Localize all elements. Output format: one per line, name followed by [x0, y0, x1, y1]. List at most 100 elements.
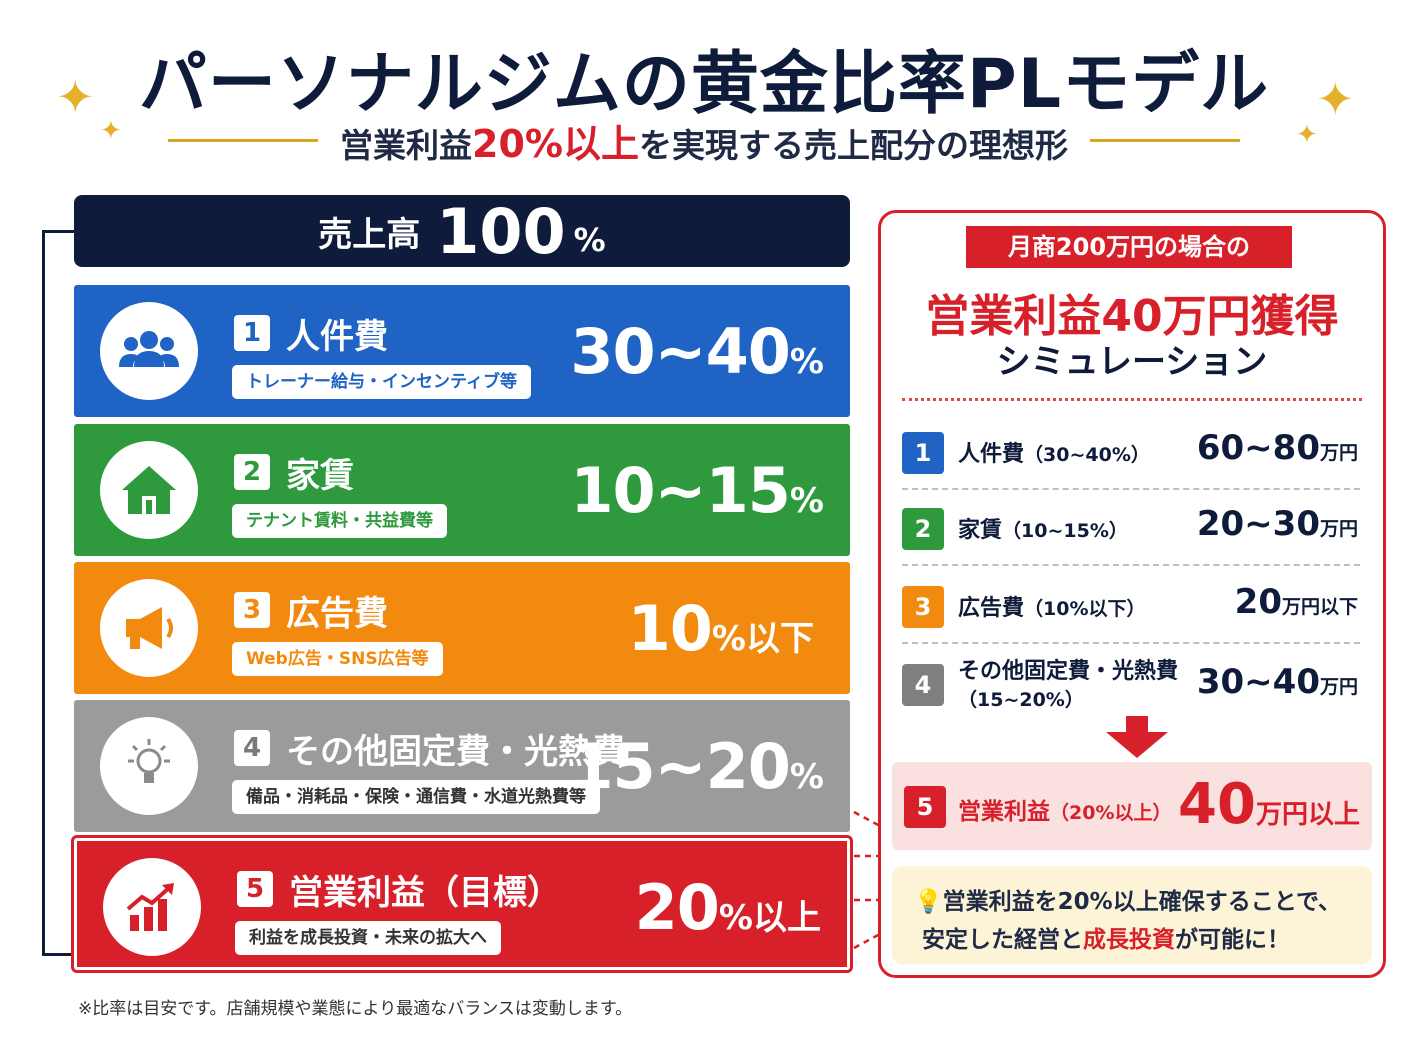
percentage-unit: %	[789, 757, 824, 797]
subtitle: 営業利益20%以上を実現する売上配分の理想形	[340, 113, 1068, 168]
block-percentage: 10~15%	[570, 454, 824, 527]
row-ratio: （10%以下）	[1024, 598, 1146, 620]
row-value: 60~80万円	[1197, 428, 1358, 468]
block-name: 営業利益（目標）	[289, 873, 561, 913]
note-line-2-pre: 安定した経営と	[922, 927, 1083, 953]
row-label-text: 人件費	[958, 442, 1025, 467]
row-label: 広告費（10%以下）	[958, 590, 1146, 622]
panel-badge: 月商200万円の場合の	[966, 226, 1292, 268]
row-ratio: （10~15%）	[1002, 520, 1128, 542]
block-percentage: 10%以下	[628, 592, 814, 665]
subtitle-row: 営業利益20%以上を実現する売上配分の理想形	[0, 116, 1408, 166]
subtitle-post: を実現する売上配分の理想形	[638, 125, 1068, 165]
divider	[902, 398, 1362, 401]
icon-circle	[103, 858, 201, 956]
block-tag: 利益を成長投資・未来の拡大へ	[235, 921, 501, 955]
house-icon	[122, 466, 176, 514]
sparkle-icon: ✦	[56, 70, 95, 124]
cost-block-personnel: 1 人件費 トレーナー給与・インセンティブ等 30~40%	[74, 285, 850, 417]
block-number: 3	[234, 592, 270, 628]
profit-value-number: 40	[1178, 772, 1256, 837]
subtitle-highlight: 20%以上	[472, 121, 639, 166]
row-label-text: 広告費	[958, 596, 1025, 621]
row-number: 1	[902, 432, 944, 474]
icon-circle	[100, 441, 198, 539]
down-arrow-icon	[1106, 716, 1168, 758]
row-value-number: 20~30	[1196, 504, 1320, 544]
profit-label-text: 営業利益	[958, 799, 1050, 825]
divider	[1089, 138, 1240, 142]
sales-label: 売上高	[318, 214, 421, 255]
cost-block-rent: 2 家賃 テナント賃料・共益費等 10~15%	[74, 424, 850, 556]
block-number: 2	[234, 454, 270, 490]
people-icon	[119, 331, 179, 367]
icon-circle	[100, 579, 198, 677]
row-ratio: （30~40%）	[1024, 444, 1150, 466]
simulation-row: 2 家賃（10~15%） 20~30万円	[902, 490, 1360, 566]
block-tag: Web広告・SNS広告等	[232, 642, 443, 676]
sales-header: 売上高 100 %	[74, 194, 850, 268]
row-value: 20~30万円	[1197, 504, 1358, 544]
note-line-1: 💡営業利益を20%以上確保することで、	[914, 882, 1341, 916]
sales-value: 100	[436, 194, 566, 268]
block-percentage: 15~20%	[570, 730, 824, 803]
megaphone-icon	[126, 607, 173, 649]
block-number: 1	[234, 315, 270, 351]
block-percentage: 30~40%	[570, 315, 824, 388]
sparkle-icon: ✦	[1316, 72, 1355, 126]
simulation-row: 3 広告費（10%以下） 20万円以下	[902, 568, 1360, 644]
divider	[168, 138, 319, 142]
profit-ratio: （20%以上）	[1050, 802, 1172, 824]
profit-label: 営業利益（20%以上）	[958, 792, 1171, 826]
icon-circle	[100, 302, 198, 400]
row-label-text: その他固定費・光熱費	[958, 659, 1179, 684]
percentage-value: 10	[627, 592, 713, 665]
row-value: 30~40万円	[1197, 662, 1358, 702]
row-number: 3	[902, 586, 944, 628]
panel-subtitle: シミュレーション	[996, 342, 1268, 382]
row-separator	[902, 564, 1360, 566]
sales-unit: %	[573, 221, 606, 259]
sparkle-icon: ✦	[100, 116, 122, 146]
percentage-unit: %	[789, 342, 824, 382]
row-value-number: 30~40	[1196, 662, 1320, 702]
block-tag: 備品・消耗品・保険・通信費・水道光熱費等	[232, 780, 600, 814]
row-value-unit: 万円以下	[1281, 596, 1358, 618]
note-line-2-highlight: 成長投資	[1083, 927, 1175, 953]
percentage-unit: %以下	[711, 619, 814, 659]
row-separator	[902, 488, 1360, 490]
percentage-value: 30~40	[570, 315, 791, 388]
row-label: 人件費（30~40%）	[958, 436, 1150, 468]
icon-circle	[100, 717, 198, 815]
note-line-2-post: が可能に！	[1175, 927, 1290, 953]
row-value-number: 60~80	[1196, 428, 1320, 468]
row-number: 2	[902, 508, 944, 550]
cost-block-fixed-costs: 4 その他固定費・光熱費 備品・消耗品・保険・通信費・水道光熱費等 15~20%	[74, 700, 850, 832]
profit-block: 5 営業利益（目標） 利益を成長投資・未来の拡大へ 20%以上	[74, 838, 850, 970]
block-percentage: 20%以上	[635, 871, 821, 944]
percentage-unit: %	[789, 481, 824, 521]
total-bracket	[42, 230, 76, 956]
percentage-value: 20	[634, 871, 720, 944]
simulation-row: 1 人件費（30~40%） 60~80万円	[902, 414, 1360, 490]
cost-block-advertising: 3 広告費 Web広告・SNS広告等 10%以下	[74, 562, 850, 694]
sparkle-icon: ✦	[1296, 120, 1318, 150]
block-number: 4	[234, 730, 270, 766]
row-value: 20万円以下	[1235, 582, 1358, 622]
row-label-text: 家賃	[958, 518, 1003, 543]
row-label: その他固定費・光熱費 （15~20%）	[958, 658, 1178, 714]
row-separator	[902, 642, 1360, 644]
profit-result: 5 営業利益（20%以上） 40万円以上	[892, 762, 1372, 850]
simulation-panel	[878, 210, 1386, 978]
panel-headline: 営業利益40万円獲得	[925, 291, 1339, 342]
row-number: 4	[902, 664, 944, 706]
row-value-unit: 万円	[1319, 442, 1358, 464]
row-value-unit: 万円	[1319, 676, 1358, 698]
note-line-2: 安定した経営と成長投資が可能に！	[922, 920, 1290, 954]
row-ratio: （15~20%）	[958, 689, 1084, 711]
row-number: 5	[904, 786, 946, 828]
row-value-number: 20	[1234, 582, 1282, 622]
percentage-value: 10~15	[570, 454, 791, 527]
percentage-value: 15~20	[570, 730, 791, 803]
block-name: 広告費	[286, 594, 388, 634]
